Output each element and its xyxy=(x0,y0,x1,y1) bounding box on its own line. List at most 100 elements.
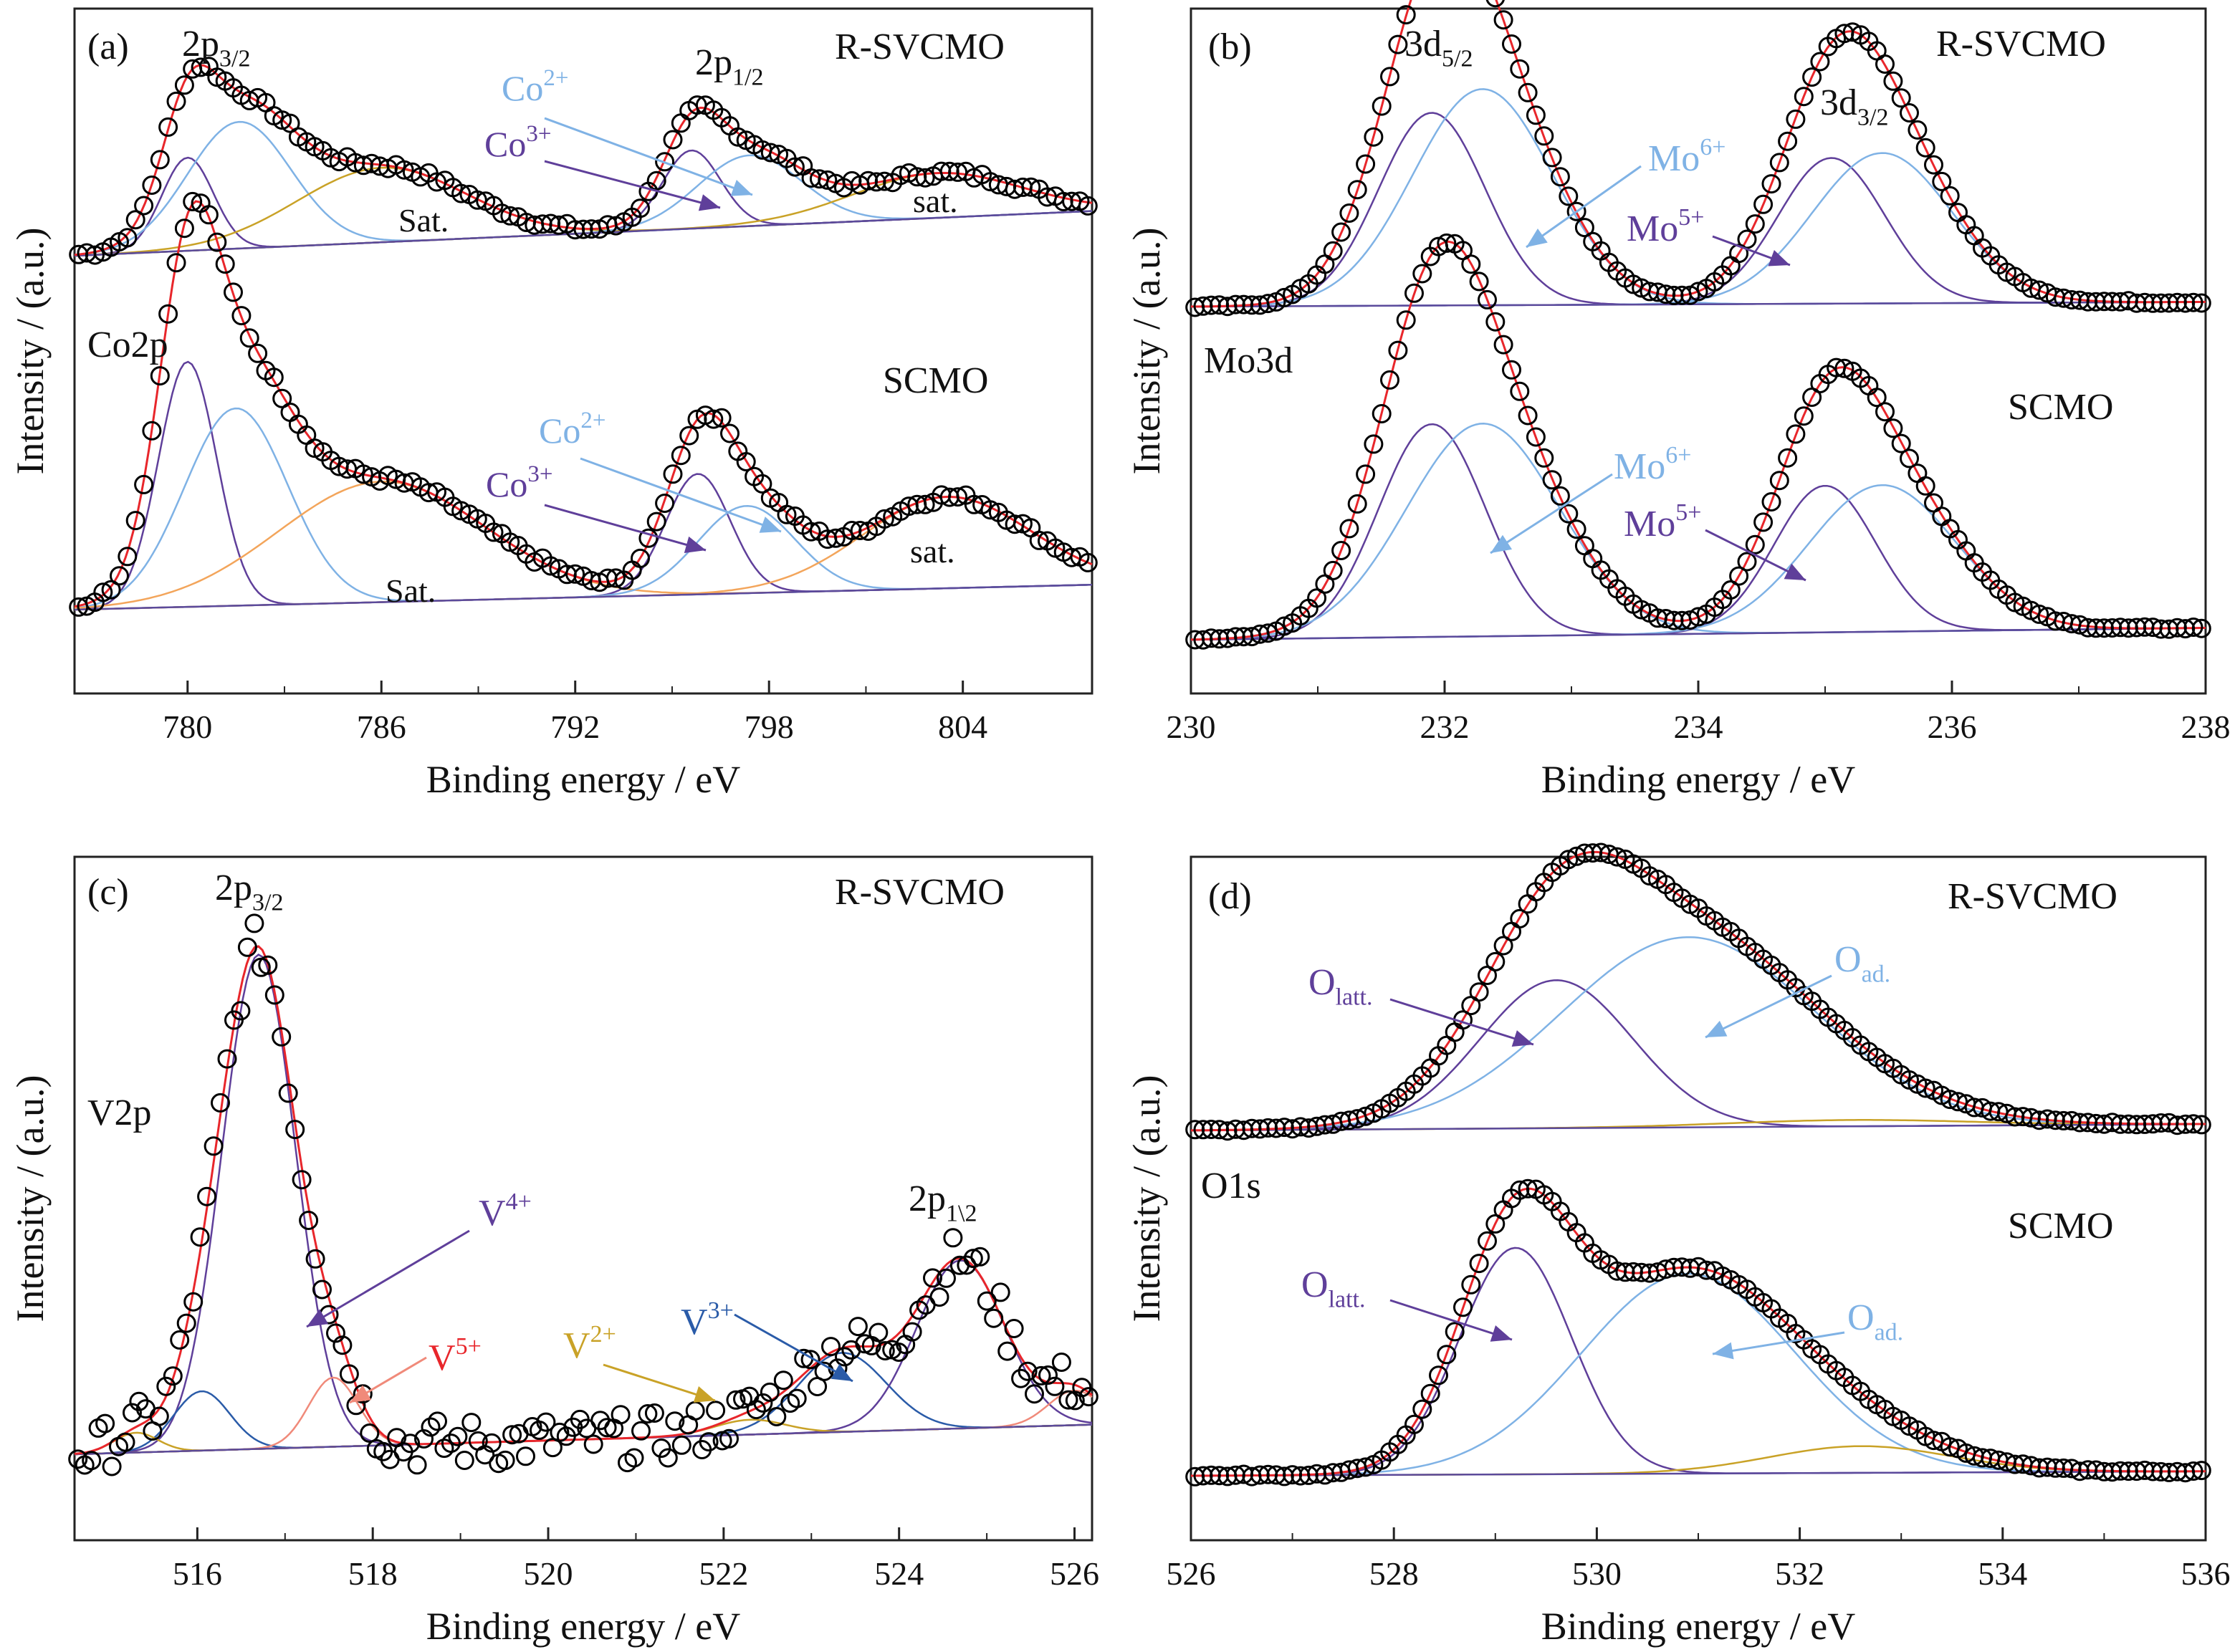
data-point xyxy=(166,91,186,111)
data-point xyxy=(231,1001,251,1021)
data-point xyxy=(1258,623,1278,643)
data-point xyxy=(2183,1461,2203,1481)
data-point xyxy=(1364,434,1384,454)
data-point xyxy=(149,1406,169,1426)
data-point xyxy=(448,1426,468,1446)
data-point xyxy=(1412,1399,1432,1419)
data-point xyxy=(1924,155,1943,175)
data-point xyxy=(1018,1361,1038,1381)
arrow-head xyxy=(307,1309,329,1327)
data-point xyxy=(1778,448,1798,468)
data-point xyxy=(929,1287,949,1307)
arrow-head xyxy=(1490,1325,1512,1342)
data-point xyxy=(1900,448,1919,469)
y-axis-label: Intensity / (a.u.) xyxy=(1125,1075,1168,1322)
label-mo5-plus-b1: Mo5+ xyxy=(1627,204,1704,249)
data-point xyxy=(644,1403,664,1423)
data-point xyxy=(134,474,154,494)
annotation-arrow xyxy=(580,457,782,533)
data-point xyxy=(2191,1115,2211,1135)
data-point xyxy=(1485,951,1506,971)
data-point xyxy=(1915,138,1935,158)
y-axis-label: Intensity / (a.u.) xyxy=(9,228,52,475)
data-point xyxy=(1078,552,1098,572)
data-point xyxy=(2183,618,2203,637)
data-point xyxy=(142,421,162,441)
data-point xyxy=(156,1376,176,1396)
x-tick-label: 532 xyxy=(1775,1555,1824,1592)
label-mo5-plus-b2: Mo5+ xyxy=(1624,499,1701,544)
x-tick-label: 236 xyxy=(1928,709,1977,745)
data-point xyxy=(394,160,414,180)
data-point xyxy=(1038,1365,1058,1385)
data-point xyxy=(1883,71,1903,91)
data-point xyxy=(285,1120,305,1140)
data-point xyxy=(565,564,585,584)
data-point xyxy=(2191,618,2211,638)
x-axis-label: Binding energy / eV xyxy=(1541,758,1855,801)
data-point xyxy=(767,1407,787,1426)
label-2p1-2-c: 2p1\2 xyxy=(909,1178,977,1227)
element-label-mo3d: Mo3d xyxy=(1204,340,1293,381)
data-point xyxy=(1566,201,1586,221)
data-point xyxy=(1469,982,1489,1002)
label-v5-plus: V5+ xyxy=(429,1333,482,1378)
arrow-head xyxy=(831,1363,853,1381)
data-point xyxy=(699,1432,719,1452)
data-point xyxy=(1478,1231,1497,1251)
x-tick-label: 780 xyxy=(163,709,212,745)
sample-label-rsvcmo-d: R-SVCMO xyxy=(1948,876,2117,917)
arrow-head xyxy=(1490,534,1513,553)
arrow-head xyxy=(693,1386,715,1403)
data-point xyxy=(1396,5,1416,25)
data-point xyxy=(1510,381,1530,401)
data-point xyxy=(1769,153,1789,173)
data-point xyxy=(1323,560,1343,580)
data-point xyxy=(204,1136,224,1156)
data-point xyxy=(835,1347,854,1367)
label-co3-plus-a2: Co3+ xyxy=(486,461,552,504)
data-point xyxy=(500,206,520,226)
data-point xyxy=(777,504,797,524)
data-point xyxy=(123,1403,142,1423)
arrow-head xyxy=(684,536,706,554)
data-point xyxy=(541,556,561,576)
data-point xyxy=(68,1449,88,1469)
sample-label-scmo-b: SCMO xyxy=(2008,387,2113,428)
annotation-arrow xyxy=(544,117,753,196)
data-point xyxy=(1940,186,1960,206)
x-tick-label: 786 xyxy=(357,709,406,745)
data-point xyxy=(482,1433,502,1453)
data-point xyxy=(2191,293,2211,313)
plot-frame xyxy=(73,7,1093,695)
arrow-head xyxy=(350,1385,372,1403)
data-point xyxy=(1542,148,1562,168)
label-3d3-2: 3d3/2 xyxy=(1820,82,1888,131)
spectrum-r-svcmo xyxy=(69,57,1098,265)
data-point xyxy=(923,1268,942,1288)
data-point xyxy=(787,1388,807,1408)
data-point xyxy=(1518,1178,1538,1199)
data-point xyxy=(85,245,105,265)
data-point xyxy=(2183,1114,2203,1134)
x-tick-label: 798 xyxy=(745,709,794,745)
data-point xyxy=(183,1292,204,1312)
data-point xyxy=(1339,203,1359,223)
data-point xyxy=(115,1432,135,1452)
data-point xyxy=(401,1434,421,1454)
data-point xyxy=(339,1364,359,1384)
y-axis-label: Intensity / (a.u.) xyxy=(1125,228,1168,475)
element-label-co2p: Co2p xyxy=(87,325,168,365)
data-point xyxy=(624,1448,644,1468)
data-point xyxy=(1372,96,1392,116)
data-point xyxy=(606,568,626,588)
data-point xyxy=(1356,1106,1376,1126)
data-point xyxy=(1924,1431,1943,1451)
data-point xyxy=(1891,433,1911,453)
annotation-arrow xyxy=(1389,998,1534,1046)
data-point xyxy=(305,1249,325,1269)
data-point xyxy=(800,1350,820,1370)
data-point xyxy=(1729,566,1749,586)
arrow-head xyxy=(1526,229,1548,247)
